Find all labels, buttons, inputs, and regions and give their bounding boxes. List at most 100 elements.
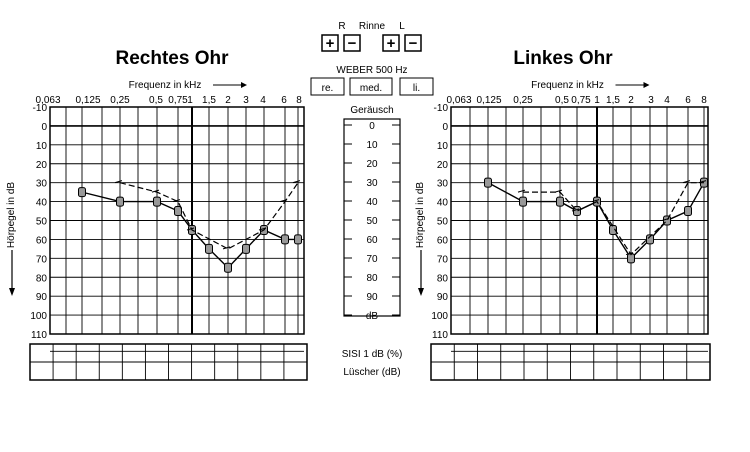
bone-conduction-line	[119, 182, 299, 250]
bone-marker	[114, 180, 123, 184]
noise-tick-label: 10	[366, 140, 378, 151]
arrowhead-icon	[9, 288, 15, 296]
x-tick-label: 0,25	[110, 95, 130, 106]
y-tick-label: 50	[36, 217, 48, 228]
level-axis-label: Hörpegel in dB	[415, 182, 426, 248]
data-point-marker	[78, 187, 86, 198]
data-point-marker	[519, 196, 527, 207]
y-tick-label: 0	[442, 122, 448, 133]
noise-scale-frame	[343, 118, 401, 317]
bone-marker	[698, 180, 707, 184]
x-tick-label: 6	[281, 95, 287, 106]
weber-left-button[interactable]: li.	[399, 77, 434, 96]
bone-marker	[222, 246, 231, 250]
frequency-axis-label: Frequenz in kHz	[129, 80, 202, 91]
y-tick-label: 20	[437, 160, 449, 171]
rinne-right-minus-button[interactable]: −	[343, 34, 361, 52]
noise-scale-title: Geräusch	[350, 105, 393, 116]
noise-tick-label: 50	[366, 216, 378, 227]
data-point-marker	[556, 196, 564, 207]
data-point-marker	[281, 234, 289, 245]
left-ear-title: Linkes Ohr	[513, 48, 613, 69]
noise-tick-label: 0	[369, 121, 375, 132]
right-ear-audiogram: Frequenz in kHz 0,063 0,125 0,25 0,5 0,75 1 1,5…	[6, 80, 305, 352]
bone-marker	[554, 189, 563, 193]
bone-marker	[625, 252, 634, 256]
y-tick-label: 90	[437, 292, 449, 303]
noise-tick-label: 30	[366, 178, 378, 189]
minus-icon: −	[409, 35, 418, 52]
arrowhead-icon	[643, 82, 650, 88]
y-tick-label: 80	[437, 273, 449, 284]
level-axis-label: Hörpegel in dB	[6, 182, 17, 248]
x-tick-label: 6	[685, 95, 691, 106]
data-point-marker	[663, 215, 671, 226]
y-tick-label: 80	[36, 273, 48, 284]
weber-left-label: li.	[413, 83, 420, 94]
y-tick-label: 50	[437, 217, 449, 228]
arrowhead-icon	[241, 82, 247, 88]
rinne-left-plus-button[interactable]: +	[382, 34, 400, 52]
y-tick-label: 10	[36, 141, 48, 152]
weber-right-button[interactable]: re.	[310, 77, 345, 96]
data-point-marker	[205, 243, 213, 254]
noise-tick-label: 80	[366, 273, 378, 284]
rinne-label: Rinne	[359, 21, 386, 32]
x-tick-label: 2	[225, 95, 231, 106]
x-tick-label: 0,125	[75, 95, 100, 106]
luscher-label: Lüscher (dB)	[343, 367, 400, 378]
noise-tick-label: dB	[366, 311, 379, 322]
x-tick-label: 0,5	[555, 95, 569, 106]
noise-tick-label: 20	[366, 159, 378, 170]
x-tick-label: 4	[260, 95, 266, 106]
y-tick-label: 110	[432, 330, 448, 341]
plus-icon: +	[387, 35, 396, 52]
bone-marker	[292, 180, 301, 184]
arrowhead-icon	[418, 288, 424, 296]
frequency-axis-label: Frequenz in kHz	[531, 80, 604, 91]
sisi-label: SISI 1 dB (%)	[342, 349, 403, 360]
y-tick-label: 100	[30, 311, 47, 322]
x-tick-label: 3	[648, 95, 654, 106]
bone-marker	[151, 189, 160, 193]
y-tick-label: 60	[36, 235, 48, 246]
x-tick-label: 1,5	[202, 95, 216, 106]
y-tick-label: 40	[36, 198, 48, 209]
x-tick-label: 1,5	[606, 95, 620, 106]
y-tick-label: 20	[36, 160, 48, 171]
x-tick-label: 0,5	[149, 95, 163, 106]
y-tick-label: 90	[36, 292, 48, 303]
y-tick-label: 40	[437, 198, 449, 209]
rinne-left-label: L	[399, 21, 405, 32]
bone-marker	[571, 208, 580, 212]
minus-icon: −	[348, 35, 357, 52]
y-tick-label: 10	[437, 141, 449, 152]
bone-marker	[591, 199, 600, 203]
x-tick-label: 0,063	[35, 95, 60, 106]
rinne-left-minus-button[interactable]: −	[404, 34, 422, 52]
bone-marker	[682, 180, 691, 184]
y-tick-label: 70	[437, 254, 449, 265]
weber-median-button[interactable]: med.	[349, 77, 393, 96]
bone-marker	[517, 189, 526, 193]
data-point-marker	[294, 234, 302, 245]
bone-marker	[279, 199, 288, 203]
weber-right-label: re.	[322, 83, 334, 94]
y-tick-label: 70	[36, 254, 48, 265]
y-tick-label: 30	[437, 179, 449, 190]
noise-tick-label: 70	[366, 254, 378, 265]
noise-scale: 0 10 20 30 40 50 60 70 80 90 dB	[343, 118, 401, 322]
y-tick-label: 30	[36, 179, 48, 190]
weber-label: WEBER 500 Hz	[336, 65, 407, 76]
right-ear-title: Rechtes Ohr	[116, 48, 230, 69]
y-tick-label: 100	[431, 311, 448, 322]
y-tick-label: 60	[437, 235, 449, 246]
rinne-right-plus-button[interactable]: +	[321, 34, 339, 52]
y-tick-label: 0	[41, 122, 47, 133]
data-point-marker	[646, 234, 654, 245]
bone-marker	[186, 227, 195, 231]
left-sisi-luscher-table	[430, 343, 711, 381]
weber-median-label: med.	[360, 83, 382, 94]
data-point-marker	[484, 177, 492, 188]
